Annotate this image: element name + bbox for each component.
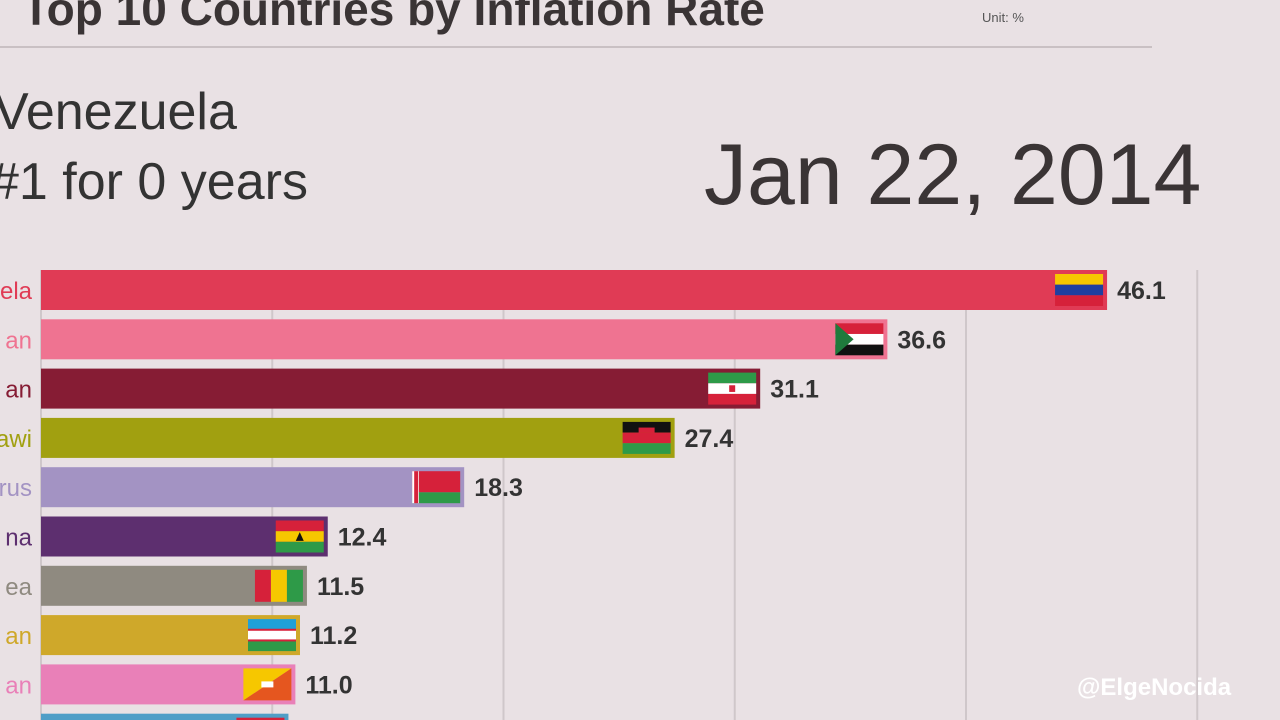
category-label: an: [5, 672, 32, 699]
leader-country-name: Venezuela: [0, 83, 237, 141]
watermark: @ElgeNocida: [1077, 674, 1232, 701]
title-divider: [0, 46, 1152, 48]
guinea-flag-icon: [254, 569, 303, 602]
bar: [41, 270, 1108, 310]
value-label: 12.4: [338, 524, 387, 552]
category-label: rus: [0, 475, 32, 502]
category-label: an: [5, 377, 32, 404]
value-label: 46.1: [1117, 277, 1166, 305]
bar: [41, 417, 675, 458]
category-label: na: [5, 525, 32, 552]
category-label: an: [5, 327, 32, 354]
sudan-flag-icon: [835, 323, 884, 356]
unit-label: Unit: %: [982, 10, 1024, 25]
leader-streak-text: #1 for 0 years: [0, 153, 308, 211]
category-label: ea: [5, 574, 32, 601]
uzbekistan-flag-icon: [248, 619, 296, 652]
ghana-flag-icon: [275, 520, 324, 553]
bar: [41, 319, 888, 360]
value-label: 11.0: [305, 671, 352, 699]
bar: [41, 713, 289, 720]
malawi-flag-icon: [622, 421, 671, 454]
value-label: 18.3: [474, 474, 523, 502]
iran-flag-icon: [708, 372, 757, 405]
value-label: 36.6: [897, 326, 946, 354]
value-label: 11.2: [310, 622, 357, 650]
bhutan-flag-icon: [243, 668, 292, 701]
value-label: 27.4: [685, 425, 734, 453]
category-label: ela: [0, 278, 33, 305]
bar: [41, 368, 761, 409]
belarus-flag-icon: [412, 471, 461, 504]
bar: [41, 467, 465, 508]
chart-title: Top 10 Countries by Inflation Rate: [22, 0, 765, 35]
value-label: 31.1: [770, 376, 819, 404]
venezuela-flag-icon: [1055, 274, 1104, 306]
category-label: awi: [0, 426, 32, 453]
category-label: an: [5, 623, 32, 650]
flag-icon: [236, 717, 285, 720]
value-label: 11.5: [317, 573, 364, 601]
date-label: Jan 22, 2014: [704, 127, 1202, 223]
